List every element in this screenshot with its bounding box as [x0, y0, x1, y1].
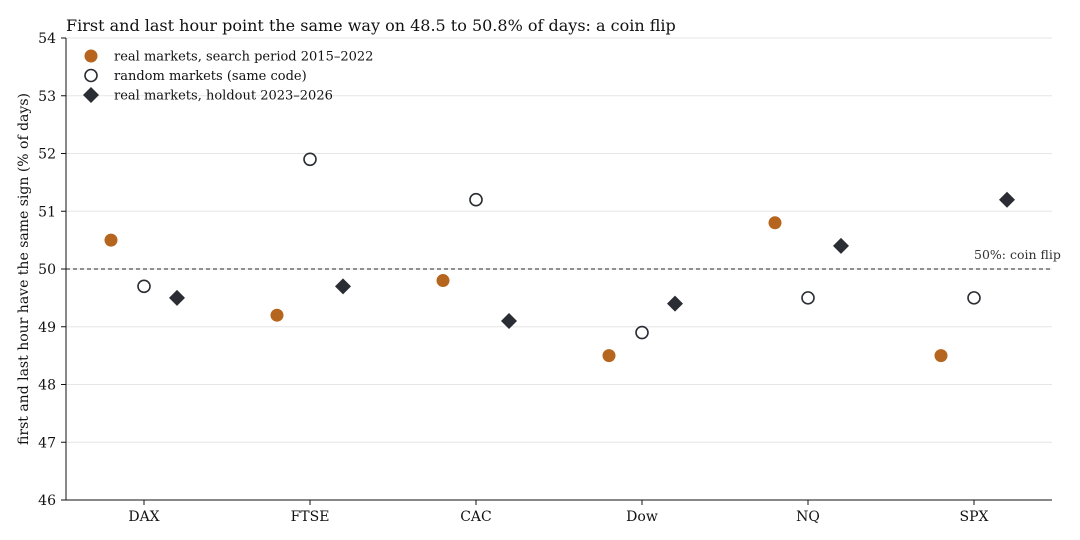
- y-tick-label: 54: [38, 31, 56, 47]
- data-point: [270, 308, 284, 322]
- y-tick-label: 49: [38, 320, 56, 336]
- x-tick-label: DAX: [128, 509, 159, 525]
- legend-marker: [84, 68, 98, 83]
- data-point: [104, 233, 118, 247]
- x-tick-label: CAC: [460, 509, 492, 525]
- data-point: [303, 152, 317, 167]
- legend-marker: [84, 49, 98, 63]
- legend: real markets, search period 2015–2022 ran…: [83, 49, 373, 104]
- reference-line-label: 50%: coin flip: [974, 247, 1061, 262]
- data-point: [967, 291, 981, 305]
- y-tick-label: 51: [38, 204, 56, 220]
- legend-label: random markets (same code): [114, 69, 307, 84]
- legend-marker: [83, 87, 99, 103]
- data-points: [104, 152, 1015, 363]
- y-tick-label: 53: [38, 89, 56, 105]
- data-point: [501, 312, 517, 329]
- data-point: [833, 237, 849, 254]
- x-tick-label: FTSE: [291, 509, 330, 525]
- axes: 46 47 48 49 50 51 52 53 54 DAX FTSE CAC Dow NQ SPX: [38, 31, 1052, 525]
- data-point: [602, 349, 616, 363]
- chart-title: First and last hour point the same way o…: [66, 16, 676, 35]
- data-point: [169, 289, 185, 306]
- y-tick-label: 52: [38, 147, 56, 163]
- data-point: [335, 278, 351, 295]
- legend-label: real markets, search period 2015–2022: [114, 50, 373, 65]
- x-tick-label: SPX: [960, 509, 989, 525]
- data-point: [667, 295, 683, 312]
- data-point: [934, 349, 948, 363]
- data-point: [801, 291, 815, 305]
- x-tick-label: Dow: [626, 509, 658, 525]
- data-point: [436, 274, 450, 288]
- data-point: [999, 191, 1015, 208]
- y-tick-label: 48: [38, 378, 56, 394]
- x-tick-label: NQ: [796, 509, 820, 525]
- reference-line-group: 50%: coin flip: [66, 247, 1061, 270]
- y-tick-label: 47: [38, 435, 56, 451]
- legend-label: real markets, holdout 2023–2026: [114, 89, 333, 104]
- y-axis-label: first and last hour have the same sign (…: [16, 93, 32, 445]
- data-point: [768, 216, 782, 230]
- y-tick-label: 46: [38, 493, 56, 509]
- data-point: [137, 279, 151, 294]
- data-point: [469, 192, 483, 207]
- y-tick-label: 50: [38, 262, 56, 278]
- data-point: [635, 325, 649, 340]
